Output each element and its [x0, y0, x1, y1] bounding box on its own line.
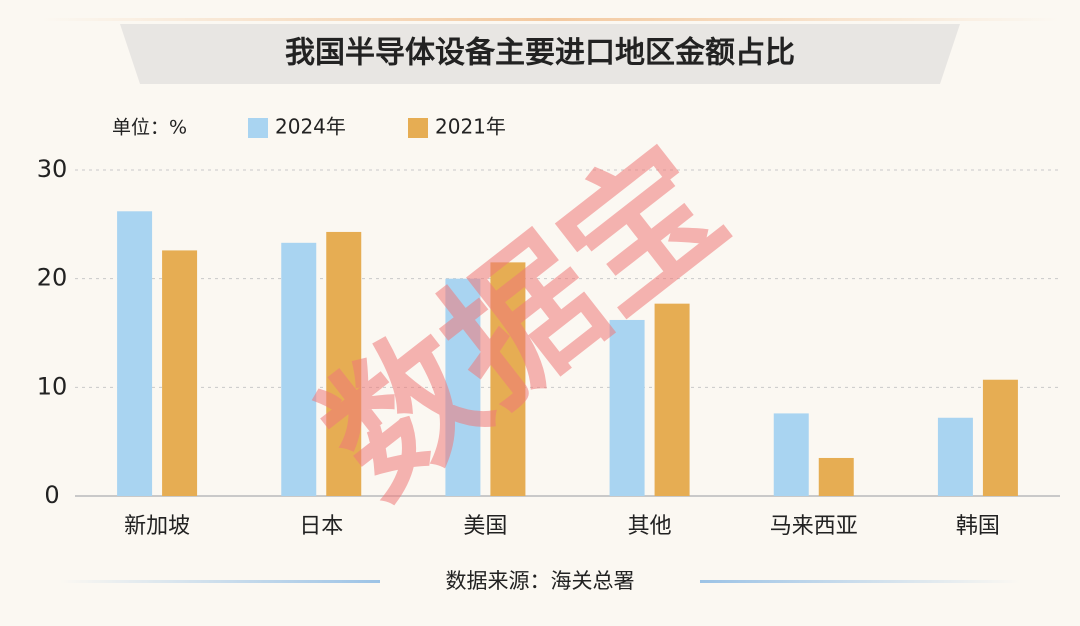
x-tick-label: 韩国 [956, 514, 1000, 539]
x-tick-label: 美国 [463, 514, 507, 539]
legend-label: 2021年 [435, 115, 506, 139]
x-tick-label: 新加坡 [124, 514, 190, 539]
x-tick-label: 日本 [299, 514, 343, 539]
bar [162, 250, 198, 496]
x-tick-label: 其他 [628, 514, 672, 539]
title-banner [120, 24, 960, 84]
bar [773, 413, 809, 496]
bar [982, 379, 1018, 496]
x-tick-label: 马来西亚 [770, 514, 858, 539]
top-decoration [40, 18, 1060, 21]
bar [490, 262, 526, 496]
bar [654, 303, 690, 496]
bar [117, 211, 153, 496]
chart-title: 我国半导体设备主要进口地区金额占比 [285, 36, 795, 71]
legend-swatch [248, 118, 268, 138]
bar [445, 278, 481, 496]
bar [281, 242, 317, 496]
legend-swatch [408, 118, 428, 138]
bar [818, 457, 854, 496]
footer-decoration [700, 580, 1020, 583]
y-tick-label: 30 [37, 155, 68, 183]
source: 数据来源：海关总署 [446, 569, 635, 593]
legend-label: 2024年 [275, 115, 346, 139]
y-tick-label: 10 [37, 372, 68, 400]
bar [609, 319, 645, 496]
bar [326, 231, 362, 496]
footer-decoration [60, 580, 380, 583]
y-tick-label: 20 [37, 264, 68, 292]
y-tick-label: 0 [44, 481, 59, 509]
unit-label: 单位：% [112, 117, 187, 139]
bar [937, 417, 973, 496]
